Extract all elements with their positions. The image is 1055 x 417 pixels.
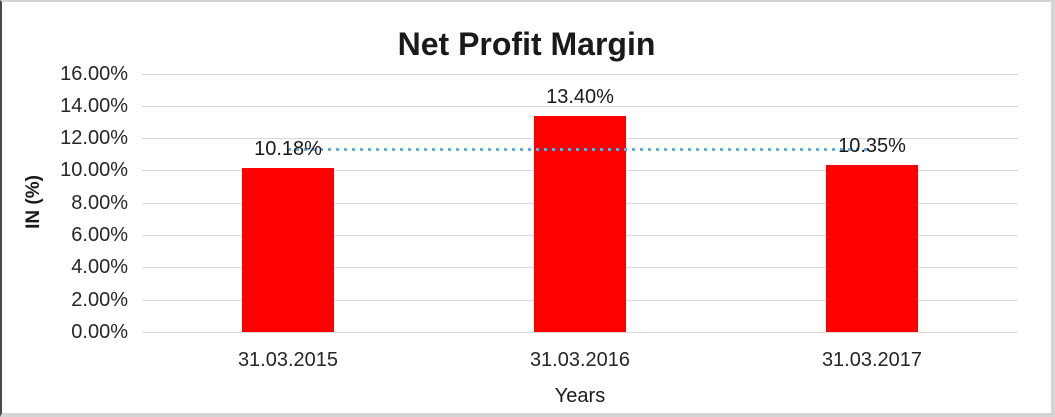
y-axis-tick-label: 10.00% <box>60 159 128 181</box>
y-axis-tick-label: 16.00% <box>60 63 128 85</box>
y-axis-tick-label: 0.00% <box>71 321 128 343</box>
y-axis-tick-label: 8.00% <box>71 192 128 214</box>
data-label: 10.35% <box>838 135 906 157</box>
x-axis-title: Years <box>554 385 606 407</box>
y-axis-tick-label: 4.00% <box>71 256 128 278</box>
gridline <box>142 332 1018 333</box>
x-axis-tick-label: 31.03.2015 <box>237 349 339 371</box>
bar-31.03.2017[interactable] <box>826 165 918 332</box>
chart-title: Net Profit Margin <box>397 26 656 62</box>
y-axis-tick-label: 12.00% <box>60 127 128 149</box>
data-label: 10.18% <box>254 138 322 160</box>
gridline <box>142 106 1018 107</box>
y-axis-tick-label: 14.00% <box>60 95 128 117</box>
bar-31.03.2016[interactable] <box>534 116 626 332</box>
trendline-dotted[interactable] <box>288 148 872 151</box>
data-label: 13.40% <box>546 86 614 108</box>
gridline <box>142 74 1018 75</box>
y-axis-tick-label: 6.00% <box>71 224 128 246</box>
bar-31.03.2015[interactable] <box>242 168 334 332</box>
x-axis-tick-label: 31.03.2016 <box>529 349 631 371</box>
x-axis-tick-label: 31.03.2017 <box>821 349 923 371</box>
y-axis-tick-label: 2.00% <box>71 289 128 311</box>
